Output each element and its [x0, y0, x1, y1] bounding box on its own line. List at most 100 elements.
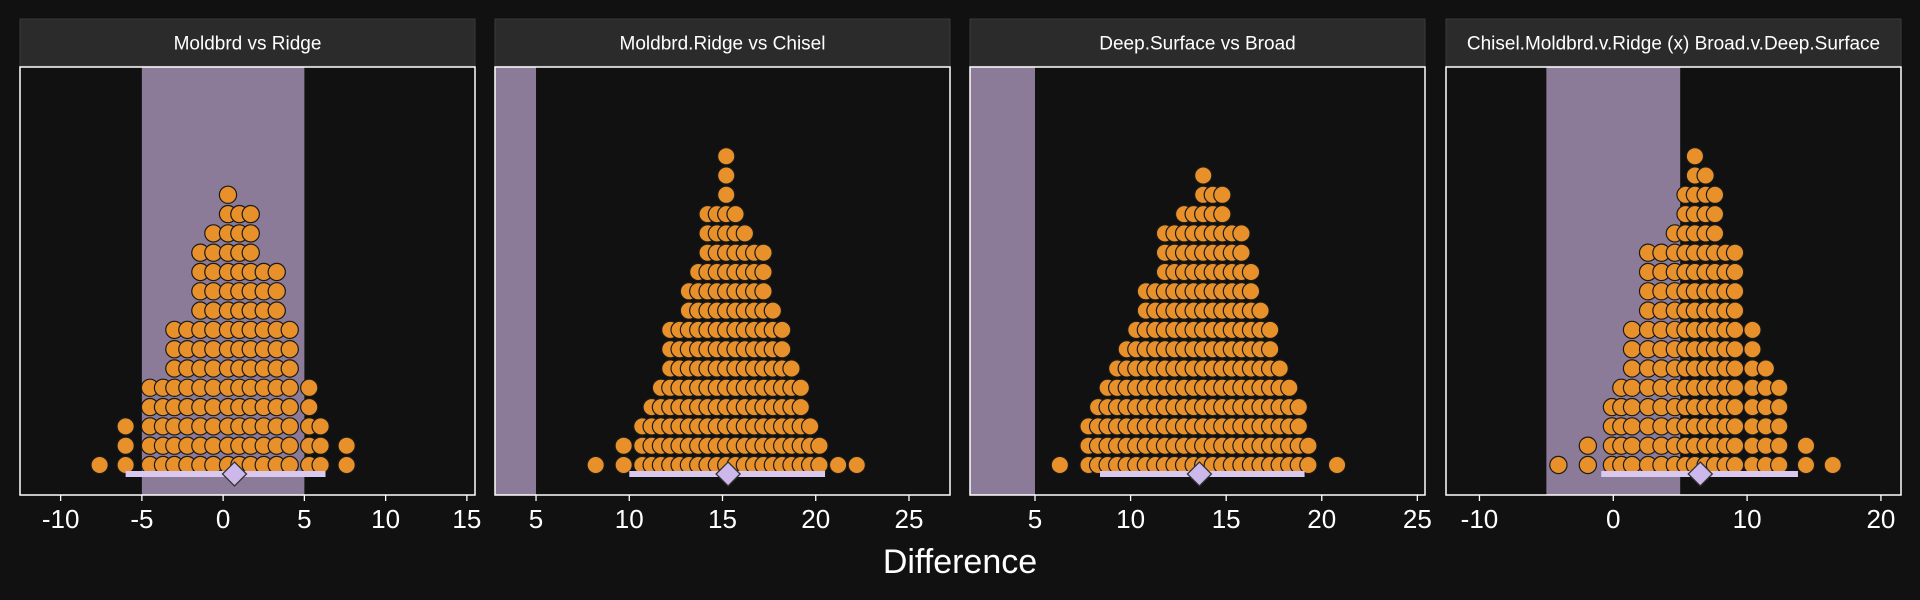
x-tick-label: 10 — [615, 504, 644, 534]
posterior-dot — [1622, 359, 1642, 378]
posterior-dot — [791, 397, 811, 417]
posterior-dot — [717, 185, 736, 204]
posterior-dot — [241, 243, 260, 262]
panel-content — [495, 67, 950, 495]
x-tick-label: -10 — [42, 504, 80, 534]
facet-title: Moldbrd.Ridge vs Chisel — [620, 34, 826, 55]
posterior-dot — [791, 378, 811, 397]
posterior-dot — [300, 397, 319, 417]
x-tick-label: 25 — [895, 504, 924, 534]
posterior-dot — [241, 204, 260, 224]
x-tick-label: 15 — [708, 504, 737, 534]
posterior-dot — [267, 301, 286, 320]
posterior-dot — [1823, 455, 1842, 475]
posterior-dot — [1725, 320, 1745, 340]
x-tick-label: 10 — [1116, 504, 1145, 534]
facet-strip — [969, 18, 1426, 67]
x-tick-label: 5 — [529, 504, 543, 534]
posterior-dot — [1622, 397, 1642, 417]
posterior-dot — [116, 417, 135, 436]
posterior-dot — [1578, 455, 1598, 475]
posterior-dot — [1299, 436, 1318, 455]
posterior-dot — [800, 417, 820, 436]
facet-strip — [1445, 18, 1902, 67]
posterior-dot — [763, 301, 783, 320]
posterior-dot — [614, 436, 633, 455]
panel-border — [19, 66, 476, 496]
posterior-dot — [1770, 378, 1789, 397]
posterior-dot — [311, 436, 330, 455]
posterior-dot — [1232, 224, 1251, 243]
x-tick-label: -10 — [1461, 504, 1499, 534]
posterior-dot — [586, 455, 605, 475]
posterior-dot — [1696, 166, 1715, 185]
posterior-dot — [1213, 185, 1232, 204]
posterior-dot — [847, 455, 866, 475]
posterior-dot — [1756, 359, 1776, 378]
posterior-dot — [1705, 185, 1725, 204]
panel-border — [1445, 66, 1902, 496]
posterior-dot — [1241, 282, 1261, 301]
posterior-dot — [1289, 397, 1309, 417]
posterior-dot — [337, 436, 356, 455]
point-estimate — [1186, 461, 1213, 487]
posterior-dot — [300, 378, 319, 397]
posterior-dot — [782, 359, 801, 378]
x-tick-label: 10 — [1733, 504, 1762, 534]
facet-panel-3: Deep.Surface vs Broad 5 10 15 20 25 — [969, 18, 1432, 534]
posterior-dot — [1213, 204, 1232, 224]
posterior-dot — [90, 455, 109, 475]
posterior-dot — [1725, 397, 1745, 417]
posterior-dot — [1260, 320, 1280, 340]
posterior-dot — [1725, 282, 1745, 301]
x-tick-label: 0 — [1606, 504, 1620, 534]
posterior-dot — [1232, 243, 1251, 262]
facet-panel-1: Moldbrd vs Ridge -10 -5 0 5 10 15 — [19, 18, 481, 534]
x-tick-label: 15 — [1212, 504, 1241, 534]
facet-title: Moldbrd vs Ridge — [174, 34, 322, 55]
posterior-dot — [218, 185, 238, 204]
posterior-dot — [280, 359, 299, 378]
point-estimate — [715, 461, 742, 487]
x-tick-label: 25 — [1403, 504, 1432, 534]
posterior-dot — [1770, 417, 1789, 436]
posterior-dot — [1725, 262, 1745, 282]
point-estimate — [221, 461, 248, 487]
posterior-dot — [735, 224, 755, 243]
posterior-dot — [1770, 436, 1789, 455]
x-tick-label: 0 — [216, 504, 230, 534]
facet-panel-2: Moldbrd.Ridge vs Chisel 5 10 15 20 25 — [494, 18, 951, 534]
posterior-dot — [1725, 378, 1745, 397]
posterior-dot — [828, 455, 848, 475]
posterior-dot — [280, 436, 299, 455]
posterior-dot — [1770, 397, 1789, 417]
posterior-dot — [1251, 301, 1270, 320]
posterior-dot — [280, 378, 299, 397]
posterior-dot — [1194, 166, 1213, 185]
posterior-dot — [1725, 436, 1745, 455]
x-tick-label: 20 — [1307, 504, 1336, 534]
facet-strip — [19, 18, 476, 67]
posterior-dot — [1725, 417, 1745, 436]
facet-title: Deep.Surface vs Broad — [1099, 34, 1295, 55]
x-tick-label: 10 — [371, 504, 400, 534]
posterior-dot — [1578, 436, 1598, 455]
posterior-dot — [1622, 320, 1642, 340]
point-estimate — [1687, 461, 1714, 487]
posterior-dot — [717, 146, 736, 166]
posterior-dot — [1622, 436, 1642, 455]
x-tick-label: 5 — [297, 504, 311, 534]
posterior-dot — [772, 340, 792, 359]
posterior-dot — [717, 166, 736, 185]
x-tick-label: 20 — [801, 504, 830, 534]
rope-region — [495, 67, 537, 495]
posterior-dot — [810, 436, 829, 455]
posterior-dot — [1796, 436, 1816, 455]
posterior-dot — [1050, 455, 1070, 475]
posterior-dot — [1725, 340, 1745, 359]
x-tick-label: 15 — [452, 504, 481, 534]
posterior-dot — [754, 243, 773, 262]
posterior-dot — [1280, 378, 1299, 397]
posterior-dot — [1796, 455, 1816, 475]
